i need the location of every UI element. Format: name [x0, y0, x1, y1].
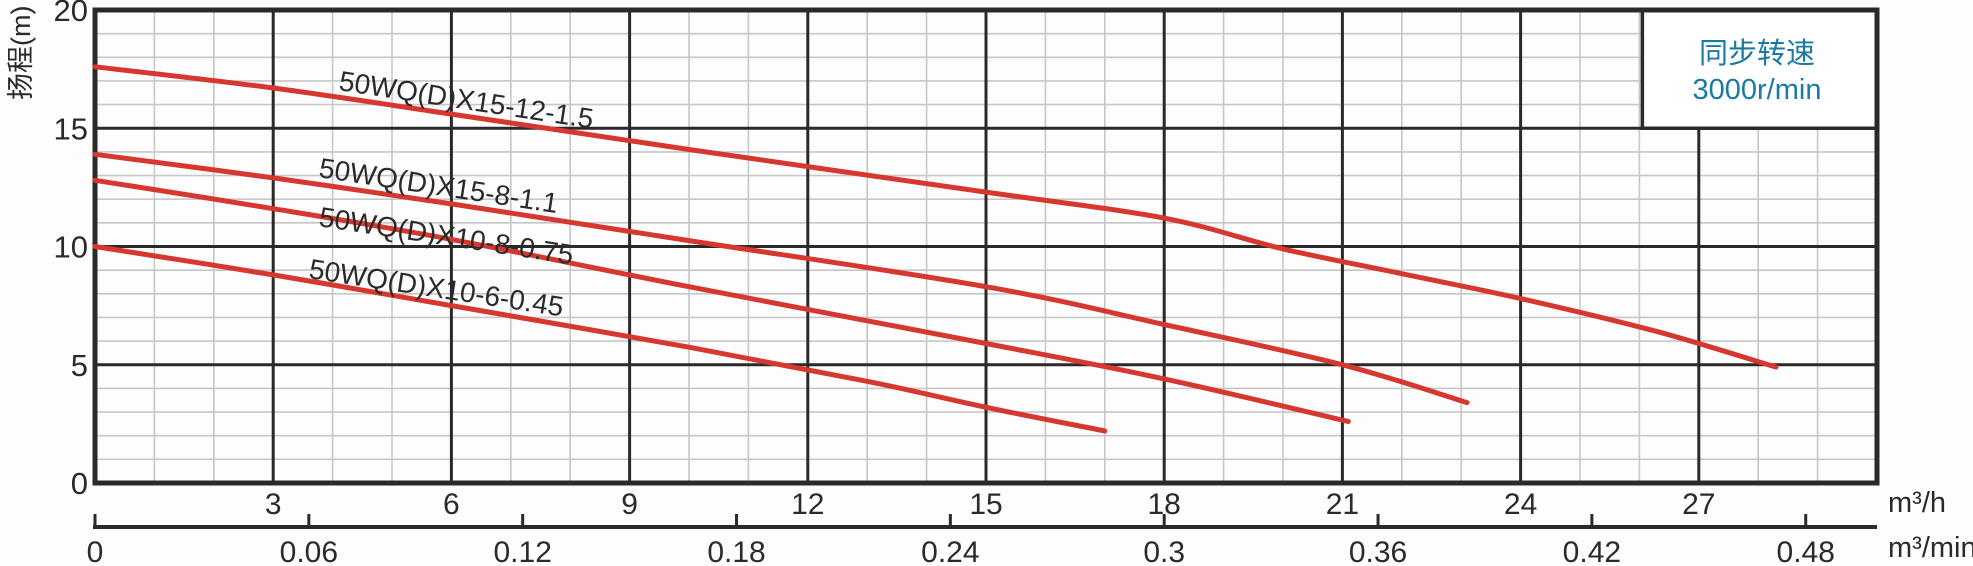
x-primary-tick-label: 6	[443, 488, 460, 521]
y-tick-label: 15	[54, 111, 88, 146]
legend-box-layer	[1640, 10, 1877, 130]
x-primary-tick-label: 27	[1682, 488, 1715, 521]
x-primary-tick-label: 9	[621, 488, 638, 521]
x-secondary-tick-label: 0.36	[1349, 536, 1407, 566]
x-secondary-tick-label: 0.18	[707, 536, 765, 566]
pump-curve-2	[92, 177, 1351, 424]
x-primary-tick-label: 3	[265, 488, 282, 521]
x-secondary-tick-label: 0.06	[280, 536, 338, 566]
curve-label-0: 50WQ(D)X15-12-1.5	[337, 65, 596, 134]
y-tick-label: 5	[71, 348, 88, 383]
x-primary-tick-label: 21	[1326, 488, 1359, 521]
y-tick-label: 10	[54, 230, 88, 265]
pump-curve-1	[92, 151, 1470, 406]
x-axis-unit-m3min: m³/min	[1888, 532, 1973, 564]
x-primary-tick-label: 18	[1148, 488, 1181, 521]
x-primary-tick-label: 15	[969, 488, 1002, 521]
speed-note-box	[1642, 12, 1875, 129]
speed-note-line2: 3000r/min	[1693, 74, 1822, 106]
speed-note-line1: 同步转速	[1699, 37, 1815, 70]
x-secondary-tick-label: 0.3	[1143, 536, 1185, 566]
secondary-axis-layer	[93, 514, 1877, 529]
x-axis-unit-m3h: m³/h	[1888, 487, 1946, 519]
x-secondary-tick-label: 0	[87, 536, 104, 566]
x-primary-tick-label: 12	[791, 488, 824, 521]
x-secondary-tick-label: 0.12	[493, 536, 551, 566]
x-secondary-tick-label: 0.24	[921, 536, 979, 566]
pump-curve-0	[92, 64, 1779, 370]
tick-label-layer: 3 6 9 12 15 18 21 24 27 0 0.06 0.12 0.18 0.24 0.3 0.36 0…	[54, 0, 1835, 566]
speed-note: 同步转速 3000r/min	[1693, 37, 1822, 106]
x-secondary-tick-label: 0.48	[1777, 536, 1835, 566]
curve-layer	[92, 64, 1779, 434]
y-axis-label: 扬程(m)	[6, 6, 36, 100]
pump-curve-3	[92, 244, 1108, 434]
x-primary-tick-label: 24	[1504, 488, 1537, 521]
y-tick-label: 0	[71, 466, 88, 501]
y-tick-label: 20	[54, 0, 88, 28]
x-secondary-tick-label: 0.42	[1563, 536, 1621, 566]
